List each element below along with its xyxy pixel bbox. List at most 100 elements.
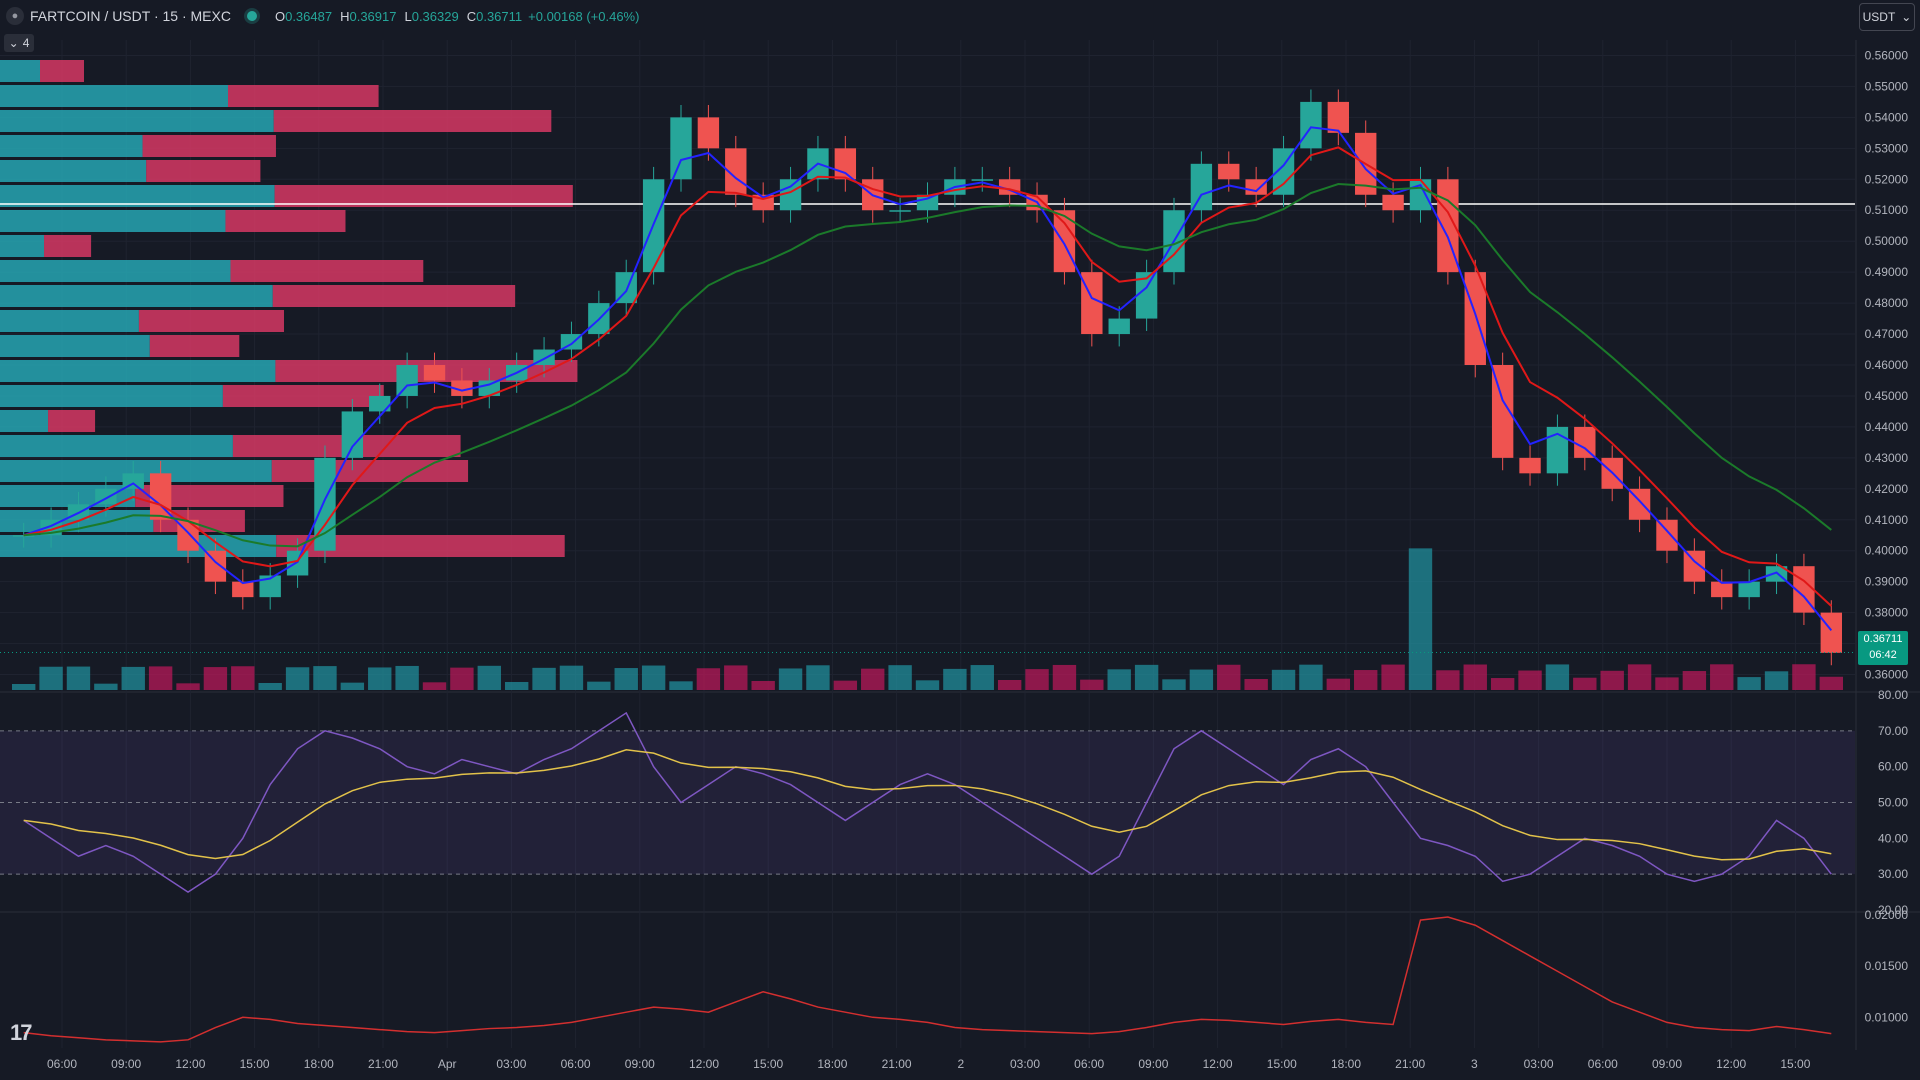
candle-body xyxy=(1519,457,1541,474)
time-tick-label: 03:00 xyxy=(496,1057,526,1071)
volume-bar xyxy=(696,668,721,690)
volume-profile-up-bar xyxy=(0,260,231,282)
candle-body xyxy=(1409,179,1432,211)
volume-bar xyxy=(258,682,282,690)
volume-bar xyxy=(806,665,830,690)
candle-body xyxy=(204,550,227,582)
volume-bar xyxy=(943,668,967,690)
volume-bar xyxy=(1244,679,1268,690)
price-tick-label: 0.50000 xyxy=(1865,234,1909,248)
candle-body xyxy=(834,148,857,180)
time-tick-label: 2 xyxy=(957,1057,964,1071)
atr-tick-label: 0.02000 xyxy=(1865,908,1909,922)
candle-body xyxy=(1491,365,1514,458)
volume-bar xyxy=(12,684,36,690)
volume-bar xyxy=(1189,669,1214,690)
volume-bar xyxy=(66,666,91,690)
volume-profile-down-bar xyxy=(135,485,284,507)
price-tick-label: 0.39000 xyxy=(1865,575,1909,589)
currency-select[interactable]: USDT ⌄ xyxy=(1859,3,1915,31)
volume-profile-up-bar xyxy=(0,335,150,357)
volume-bar xyxy=(422,682,447,690)
time-tick-label: 06:00 xyxy=(47,1057,77,1071)
volume-bar xyxy=(1463,664,1487,690)
candle-body xyxy=(232,581,254,598)
chevron-down-icon: ⌄ xyxy=(8,36,19,50)
volume-bar xyxy=(532,667,556,690)
volume-bar xyxy=(1710,664,1734,690)
tradingview-logo-icon[interactable]: 17 xyxy=(10,1020,33,1045)
volume-bar xyxy=(395,665,419,690)
ohlc-close: C0.36711 xyxy=(466,8,523,24)
price-tick-label: 0.54000 xyxy=(1865,110,1909,124)
candle-body xyxy=(889,210,911,212)
volume-bar xyxy=(1490,678,1515,690)
rsi-tick-label: 50.00 xyxy=(1878,796,1908,810)
price-tick-label: 0.38000 xyxy=(1865,606,1909,620)
volume-bar xyxy=(368,667,392,690)
candle-body xyxy=(314,457,336,551)
volume-bar xyxy=(450,667,474,690)
price-tick-label: 0.48000 xyxy=(1865,296,1909,310)
time-tick-label: 09:00 xyxy=(111,1057,141,1071)
volume-bar xyxy=(669,681,693,690)
volume-bar xyxy=(1326,678,1351,690)
price-tick-label: 0.43000 xyxy=(1865,451,1909,465)
candle-body xyxy=(423,365,446,381)
candle-body xyxy=(286,550,309,576)
price-tick-label: 0.56000 xyxy=(1865,48,1909,62)
volume-profile-down-bar xyxy=(271,460,469,482)
last-price-label: 0.36711 06:42 xyxy=(1858,631,1908,665)
volume-bar xyxy=(313,666,337,690)
time-tick-label: 15:00 xyxy=(1267,1057,1297,1071)
candle-body xyxy=(1820,612,1842,653)
time-tick-label: 09:00 xyxy=(625,1057,655,1071)
time-tick-label: 18:00 xyxy=(817,1057,847,1071)
volume-bar xyxy=(231,666,255,690)
time-tick-label: 06:00 xyxy=(1074,1057,1104,1071)
indicator-legend-toggle[interactable]: ⌄ 4 xyxy=(4,34,34,52)
volume-bar xyxy=(614,668,638,690)
volume-bar xyxy=(888,665,912,690)
volume-bar xyxy=(1573,677,1597,690)
volume-bar xyxy=(1408,548,1433,690)
price-tick-label: 0.47000 xyxy=(1865,327,1909,341)
volume-bar xyxy=(1162,679,1186,690)
price-change: +0.00168 (+0.46%) xyxy=(528,8,640,24)
volume-profile-up-bar xyxy=(0,410,49,432)
volume-profile-down-bar xyxy=(138,310,284,332)
volume-bar xyxy=(724,665,748,690)
volume-profile-down-bar xyxy=(44,235,92,257)
time-tick-label: 21:00 xyxy=(1395,1057,1425,1071)
ohlc-open: O0.36487 xyxy=(274,8,333,24)
volume-profile-down-bar xyxy=(227,85,379,107)
time-tick-label: 09:00 xyxy=(1138,1057,1168,1071)
volume-profile-up-bar xyxy=(0,460,272,482)
symbol-title[interactable]: FARTCOIN / USDT · 15 · MEXC xyxy=(30,8,231,24)
candle-body xyxy=(1546,426,1569,474)
candle-body xyxy=(1656,519,1678,551)
indicator-count: 4 xyxy=(22,36,30,50)
candle-body xyxy=(1218,163,1240,180)
volume-profile-down-bar xyxy=(40,60,84,82)
ema-fast-line xyxy=(23,126,1833,631)
volume-bar xyxy=(1436,670,1460,690)
volume-bar xyxy=(176,683,200,690)
volume-bar xyxy=(1271,669,1296,690)
price-tick-label: 0.42000 xyxy=(1865,482,1909,496)
time-tick-label: 18:00 xyxy=(1331,1057,1361,1071)
volume-bar xyxy=(1627,664,1652,690)
price-tick-label: 0.40000 xyxy=(1865,544,1909,558)
volume-profile-up-bar xyxy=(0,285,273,307)
volume-bar xyxy=(1134,664,1159,690)
chart-header: ● FARTCOIN / USDT · 15 · MEXC O0.36487 H… xyxy=(0,0,1846,32)
candle-body xyxy=(1711,581,1733,598)
bar-countdown: 06:42 xyxy=(1869,649,1897,661)
ohlc-low: L0.36329 xyxy=(404,8,459,24)
chevron-down-icon: ⌄ xyxy=(1901,10,1912,24)
rsi-tick-label: 40.00 xyxy=(1878,831,1908,845)
volume-bar xyxy=(1518,670,1542,690)
ema-mid-line xyxy=(23,146,1832,607)
volume-bar xyxy=(751,680,775,690)
